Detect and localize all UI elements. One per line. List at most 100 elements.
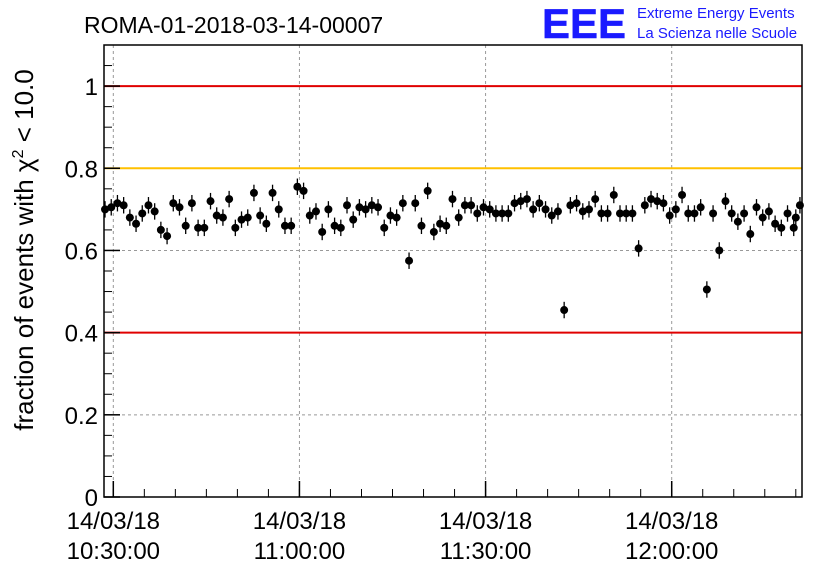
data-point <box>702 285 711 294</box>
data-point <box>181 221 190 230</box>
logo-line-2: La Scienza nelle Scuole <box>637 25 797 42</box>
data-point <box>591 195 600 204</box>
data-point <box>721 197 730 206</box>
data-point <box>516 197 525 206</box>
data-point <box>256 211 265 220</box>
axes: 0 0.2 0.4 0.6 0.8 1 14/03/18 10:30:00 14/03/18 11… <box>65 44 797 565</box>
data-point <box>584 205 593 214</box>
data-point <box>280 221 289 230</box>
data-point <box>429 227 438 236</box>
data-point <box>653 197 662 206</box>
data-point <box>398 199 407 208</box>
x-tick-time: 11:30:00 <box>440 538 532 565</box>
data-point <box>374 203 383 212</box>
data-point <box>144 201 153 210</box>
y-tick-label: 0.4 <box>65 321 98 348</box>
data-point <box>752 203 761 212</box>
data-point <box>684 209 693 218</box>
data-point <box>405 256 414 265</box>
data-point <box>349 215 358 224</box>
data-point <box>436 219 445 228</box>
data-point <box>237 215 246 224</box>
data-point <box>510 199 519 208</box>
data-point <box>733 217 742 226</box>
data-point <box>274 205 283 214</box>
data-point <box>640 201 649 210</box>
data-point <box>671 205 680 214</box>
data-point <box>504 209 513 218</box>
data-point <box>665 211 674 220</box>
data-point <box>460 201 469 210</box>
data-point <box>467 201 476 210</box>
x-tick-date: 14/03/18 <box>625 508 718 535</box>
data-point <box>330 221 339 230</box>
data-point <box>791 213 800 222</box>
y-axis-label-symbol: χ <box>9 158 39 172</box>
data-point <box>566 201 575 210</box>
chart-title: ROMA-01-2018-03-14-00007 <box>84 12 383 38</box>
data-point <box>163 232 172 241</box>
logo-line-1: Extreme Energy Events <box>637 5 795 22</box>
data-point <box>231 223 240 232</box>
data-point <box>771 219 780 228</box>
data-point <box>169 199 178 208</box>
y-axis-label-post: < 10.0 <box>9 69 39 149</box>
data-point <box>616 209 625 218</box>
data-point <box>386 211 395 220</box>
data-point <box>243 213 252 222</box>
y-axis-label-sup: 2 <box>10 149 27 158</box>
data-point <box>318 227 327 236</box>
x-tick-date: 14/03/18 <box>253 508 346 535</box>
data-point <box>764 207 773 216</box>
data-point <box>442 221 451 230</box>
data-point <box>473 209 482 218</box>
data-point <box>597 209 606 218</box>
data-point <box>311 207 320 216</box>
data-point <box>293 182 302 191</box>
data-point <box>746 230 755 239</box>
data-point <box>634 244 643 253</box>
data-point <box>709 209 718 218</box>
data-point <box>262 219 271 228</box>
data-point <box>491 209 500 218</box>
reference-lines <box>104 85 802 334</box>
x-tick-time: 11:00:00 <box>254 538 346 565</box>
data-point <box>659 199 668 208</box>
y-tick-label: 0.2 <box>65 403 98 430</box>
data-point <box>789 223 798 232</box>
data-point <box>783 209 792 218</box>
data-point <box>560 306 569 315</box>
data-point <box>647 195 656 204</box>
data-point <box>690 209 699 218</box>
data-point <box>225 195 234 204</box>
data-point <box>138 209 147 218</box>
data-point <box>553 207 562 216</box>
data-point <box>485 205 494 214</box>
data-point <box>603 209 612 218</box>
data-point <box>479 203 488 212</box>
data-point <box>305 211 314 220</box>
data-point <box>287 221 296 230</box>
data-point <box>361 205 370 214</box>
data-point <box>336 223 345 232</box>
data-point <box>367 201 376 210</box>
data-point <box>417 221 426 230</box>
data-point <box>578 207 587 216</box>
logo-mark: EEE <box>542 0 626 47</box>
data-point <box>119 201 128 210</box>
data-point <box>194 223 203 232</box>
data-point <box>132 219 141 228</box>
data-point <box>125 213 134 222</box>
data-point <box>392 213 401 222</box>
data-point <box>175 203 184 212</box>
data-point <box>355 203 364 212</box>
eee-logo: EEE Extreme Energy Events La Scienza nel… <box>542 0 797 47</box>
y-axis-label-pre: fraction of events with <box>9 172 39 431</box>
data-point <box>529 205 538 214</box>
y-tick-label: 0.6 <box>65 238 98 265</box>
data-point <box>758 213 767 222</box>
data-point <box>218 213 227 222</box>
data-point <box>448 195 457 204</box>
data-point <box>547 211 556 220</box>
